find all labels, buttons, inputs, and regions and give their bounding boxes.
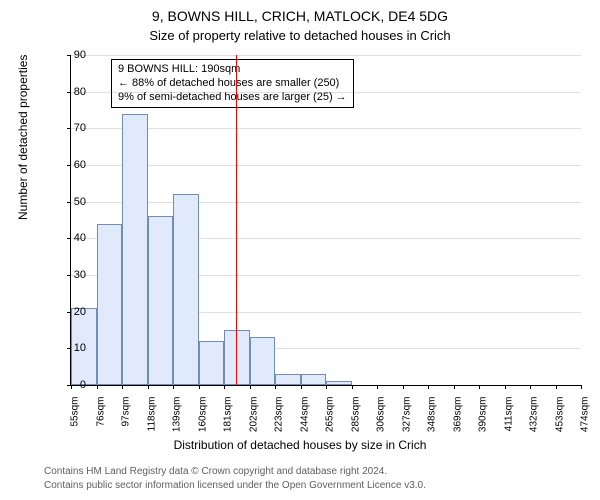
histogram-bar bbox=[250, 337, 276, 385]
y-tick-label: 40 bbox=[58, 232, 86, 244]
histogram-bar bbox=[224, 330, 250, 385]
x-tick-mark bbox=[505, 385, 506, 389]
x-tick-mark bbox=[428, 385, 429, 389]
histogram-bar bbox=[199, 341, 225, 385]
x-tick-mark bbox=[122, 385, 123, 389]
gridline bbox=[71, 92, 581, 93]
y-tick-label: 80 bbox=[58, 86, 86, 98]
x-tick-mark bbox=[581, 385, 582, 389]
x-tick-label: 76sqm bbox=[95, 397, 106, 427]
histogram-bar bbox=[148, 216, 174, 385]
x-tick-label: 327sqm bbox=[401, 397, 412, 433]
x-tick-label: 265sqm bbox=[325, 397, 336, 433]
x-tick-label: 244sqm bbox=[299, 397, 310, 433]
x-tick-label: 411sqm bbox=[503, 397, 514, 432]
x-tick-mark bbox=[556, 385, 557, 389]
y-tick-label: 60 bbox=[58, 159, 86, 171]
x-tick-mark bbox=[403, 385, 404, 389]
histogram-bar bbox=[97, 224, 123, 385]
x-tick-label: 202sqm bbox=[248, 397, 259, 433]
y-tick-label: 20 bbox=[58, 306, 86, 318]
x-tick-label: 55sqm bbox=[70, 397, 81, 427]
chart-title: 9, BOWNS HILL, CRICH, MATLOCK, DE4 5DG bbox=[0, 8, 600, 24]
y-tick-label: 0 bbox=[58, 379, 86, 391]
x-tick-mark bbox=[301, 385, 302, 389]
x-tick-label: 369sqm bbox=[452, 397, 463, 433]
chart-subtitle: Size of property relative to detached ho… bbox=[0, 28, 600, 43]
y-tick-label: 70 bbox=[58, 122, 86, 134]
x-tick-mark bbox=[530, 385, 531, 389]
x-tick-label: 139sqm bbox=[172, 397, 183, 433]
gridline bbox=[71, 202, 581, 203]
x-tick-mark bbox=[97, 385, 98, 389]
x-tick-mark bbox=[173, 385, 174, 389]
histogram-bar bbox=[301, 374, 327, 385]
x-tick-mark bbox=[250, 385, 251, 389]
reference-line bbox=[236, 55, 237, 385]
x-tick-label: 118sqm bbox=[146, 397, 157, 432]
x-tick-label: 474sqm bbox=[580, 397, 591, 433]
histogram-bar bbox=[173, 194, 199, 385]
gridline bbox=[71, 55, 581, 56]
x-tick-label: 285sqm bbox=[350, 397, 361, 433]
histogram-bar bbox=[326, 381, 352, 385]
annotation-line: 9 BOWNS HILL: 190sqm bbox=[118, 63, 347, 77]
histogram-bar bbox=[275, 374, 301, 385]
x-tick-label: 390sqm bbox=[478, 397, 489, 433]
x-tick-label: 453sqm bbox=[554, 397, 565, 433]
x-tick-label: 160sqm bbox=[197, 397, 208, 433]
gridline bbox=[71, 128, 581, 129]
x-tick-mark bbox=[199, 385, 200, 389]
x-axis-label: Distribution of detached houses by size … bbox=[0, 438, 600, 452]
x-tick-label: 432sqm bbox=[529, 397, 540, 433]
footer-line: Contains public sector information licen… bbox=[44, 480, 426, 491]
y-axis-label: Number of detached properties bbox=[16, 55, 30, 220]
y-tick-label: 10 bbox=[58, 342, 86, 354]
chart-plot-area: 9 BOWNS HILL: 190sqm ← 88% of detached h… bbox=[70, 55, 581, 386]
x-tick-label: 97sqm bbox=[121, 397, 132, 427]
x-tick-label: 181sqm bbox=[223, 397, 234, 433]
x-tick-mark bbox=[479, 385, 480, 389]
x-tick-label: 348sqm bbox=[427, 397, 438, 433]
x-tick-mark bbox=[275, 385, 276, 389]
x-tick-mark bbox=[148, 385, 149, 389]
y-tick-label: 30 bbox=[58, 269, 86, 281]
x-tick-label: 223sqm bbox=[274, 397, 285, 433]
y-tick-label: 50 bbox=[58, 196, 86, 208]
histogram-bar bbox=[122, 114, 148, 385]
annotation-box: 9 BOWNS HILL: 190sqm ← 88% of detached h… bbox=[111, 59, 354, 108]
gridline bbox=[71, 165, 581, 166]
annotation-line: ← 88% of detached houses are smaller (25… bbox=[118, 77, 347, 91]
x-tick-label: 306sqm bbox=[376, 397, 387, 433]
y-tick-label: 90 bbox=[58, 49, 86, 61]
footer-line: Contains HM Land Registry data © Crown c… bbox=[44, 466, 387, 477]
x-tick-mark bbox=[352, 385, 353, 389]
x-tick-mark bbox=[326, 385, 327, 389]
x-tick-mark bbox=[454, 385, 455, 389]
x-tick-mark bbox=[224, 385, 225, 389]
x-tick-mark bbox=[377, 385, 378, 389]
